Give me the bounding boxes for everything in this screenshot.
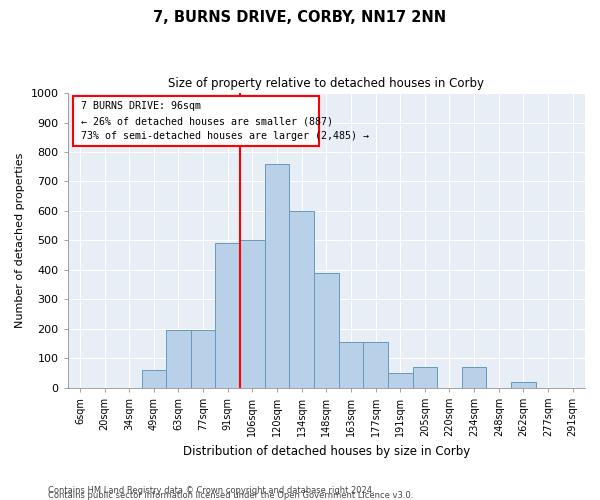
Bar [413, 367, 437, 388]
X-axis label: Distribution of detached houses by size in Corby: Distribution of detached houses by size … [182, 444, 470, 458]
Bar [363, 342, 388, 388]
Bar [142, 370, 166, 388]
Title: Size of property relative to detached houses in Corby: Size of property relative to detached ho… [168, 78, 484, 90]
Bar [388, 373, 413, 388]
Text: Contains public sector information licensed under the Open Government Licence v3: Contains public sector information licen… [48, 490, 413, 500]
Bar [191, 330, 215, 388]
Bar [289, 211, 314, 388]
Text: 7 BURNS DRIVE: 96sqm
← 26% of detached houses are smaller (887)
73% of semi-deta: 7 BURNS DRIVE: 96sqm ← 26% of detached h… [80, 101, 368, 141]
Bar [240, 240, 265, 388]
Bar [338, 342, 363, 388]
Bar [511, 382, 536, 388]
Bar [166, 330, 191, 388]
Bar [265, 164, 289, 388]
FancyBboxPatch shape [73, 96, 319, 146]
Text: 7, BURNS DRIVE, CORBY, NN17 2NN: 7, BURNS DRIVE, CORBY, NN17 2NN [154, 10, 446, 25]
Bar [215, 244, 240, 388]
Text: Contains HM Land Registry data © Crown copyright and database right 2024.: Contains HM Land Registry data © Crown c… [48, 486, 374, 495]
Bar [462, 367, 487, 388]
Y-axis label: Number of detached properties: Number of detached properties [15, 152, 25, 328]
Bar [314, 273, 338, 388]
